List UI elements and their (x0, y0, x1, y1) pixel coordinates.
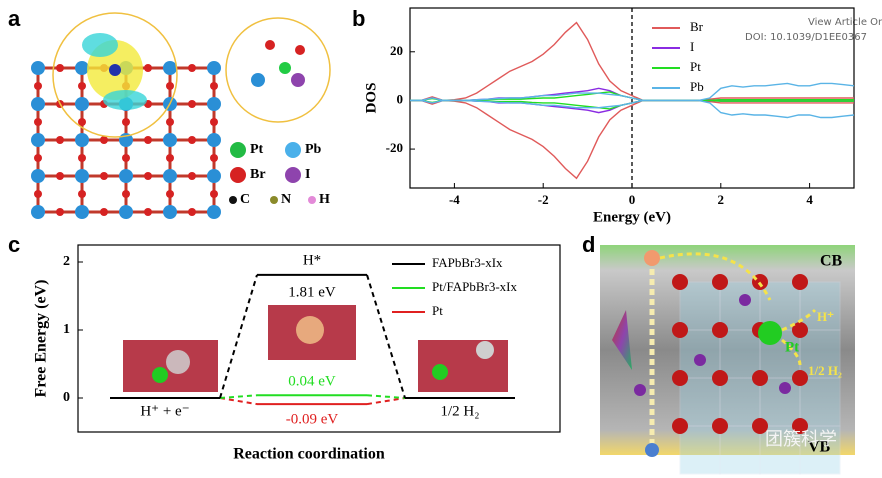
legend-label: FAPbBr3-xIx (432, 255, 503, 270)
y-tick-label: 2 (63, 254, 70, 269)
dos-line (410, 99, 854, 180)
inset-images (123, 305, 508, 392)
y-tick-label: 1 (63, 322, 70, 337)
legend-label: H (319, 192, 330, 207)
x-axis-label: Energy (eV) (593, 209, 671, 225)
panel-label: a (8, 6, 21, 31)
dos-line (410, 82, 855, 102)
legend-label: Pt (250, 142, 264, 157)
state-label: H⁺ + e⁻ (140, 403, 189, 419)
structure-d (600, 245, 855, 475)
connector (366, 274, 406, 399)
legend-label: I (305, 167, 310, 182)
x-tick-label: 4 (806, 192, 813, 207)
vb-label: VB (808, 439, 831, 456)
x-tick-label: -2 (538, 192, 549, 207)
h2-label: 1/2 H₂ (808, 363, 842, 378)
doi: DOI: 10.1039/D1EE0367 (745, 32, 867, 43)
y-tick-label: 0 (397, 91, 404, 106)
h-plus-label: H⁺ (817, 309, 834, 324)
state-label: 1/2 H₂ (441, 403, 480, 419)
connector (366, 397, 406, 406)
y-tick-label: 20 (390, 43, 403, 58)
x-axis-label: Reaction coordination (233, 446, 385, 463)
state-label: H* (303, 252, 321, 268)
x-tick-label: 0 (629, 192, 636, 207)
structure-a (18, 12, 347, 225)
view-article[interactable]: View Article Or (808, 17, 882, 28)
connector (366, 394, 406, 399)
x-tick-label: -4 (449, 192, 460, 207)
legend-label: I (690, 39, 694, 54)
y-tick-label: -20 (386, 140, 403, 155)
legend-label: Pb (690, 79, 704, 94)
dos-line (410, 99, 855, 119)
panel-label: b (352, 6, 365, 31)
legend-label: Br (690, 19, 704, 34)
dos-line (410, 21, 854, 102)
panel-label: c (8, 232, 20, 257)
plot-frame (77, 244, 561, 433)
value-label: -0.09 eV (286, 412, 339, 428)
y-axis-label: Free Energy (eV) (33, 280, 50, 398)
y-tick-label: 0 (63, 390, 70, 405)
connector (219, 274, 258, 399)
legend-label: Pb (305, 142, 322, 157)
legend-label: Pt/FAPbBr3-xIx (432, 279, 517, 294)
legend-label: Pt (690, 59, 701, 74)
connector (219, 397, 258, 406)
panel-label: d (582, 232, 595, 257)
value-label: 1.81 eV (288, 284, 336, 300)
y-axis-label: DOS (363, 83, 379, 114)
cb-label: CB (820, 253, 843, 270)
pt-label: Pt (785, 339, 799, 355)
legend-label: Br (250, 167, 266, 182)
watermark: 团簇科学 (765, 429, 837, 450)
x-tick-label: 2 (718, 192, 725, 207)
connector (219, 394, 258, 399)
legend-label: C (240, 192, 250, 207)
legend-label: Pt (432, 303, 443, 318)
value-label: 0.04 eV (288, 374, 336, 390)
legend-label: N (281, 192, 291, 207)
